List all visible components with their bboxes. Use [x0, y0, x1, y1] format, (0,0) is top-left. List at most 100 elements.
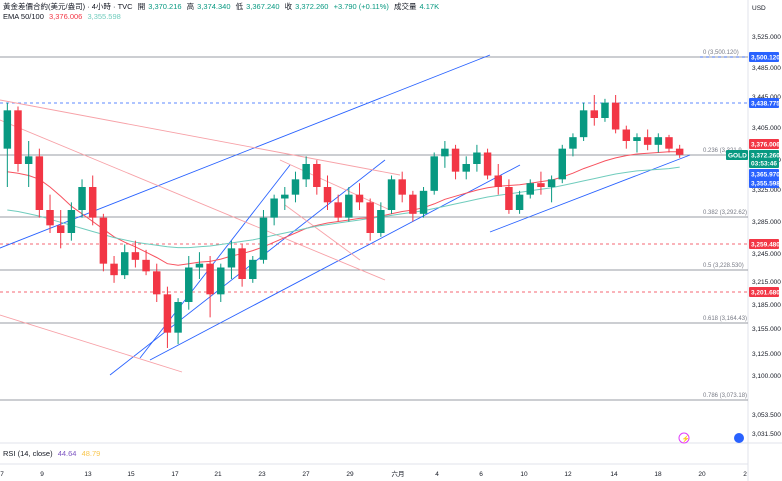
candle: [131, 240, 140, 268]
candle-body: [643, 137, 652, 145]
price-tag-bg: [726, 150, 748, 160]
fib-level-label: 0.618 (3,164.43): [703, 316, 747, 322]
price-tag-label: 03:53:46: [751, 161, 777, 168]
volume-value: 4.17K: [419, 2, 440, 11]
candle-body: [78, 187, 86, 210]
time-axis-label: 15: [127, 471, 135, 478]
price-axis-label: 3,053.500: [752, 412, 781, 419]
rsi-legend-row[interactable]: RSI (14, close) 44.64 48.79: [3, 449, 103, 459]
price-tag-bg: [749, 169, 779, 179]
time-axis-label: 9: [40, 471, 44, 478]
price-tag-label: 3,500.120: [751, 55, 780, 62]
candle: [451, 144, 460, 180]
time-axis-label: 7: [0, 471, 4, 478]
candle-body: [387, 179, 396, 210]
candle: [142, 249, 150, 276]
price-axis-label: 3,405.000: [752, 125, 781, 132]
candle-body: [217, 267, 225, 295]
red-trend-line: [0, 314, 183, 373]
candle: [56, 210, 65, 249]
candle: [675, 144, 684, 158]
candle: [569, 133, 577, 157]
candle: [483, 148, 492, 180]
price-tag: 3,500.120: [749, 52, 780, 62]
candle: [259, 210, 268, 264]
candle-body: [185, 267, 193, 302]
candle-body: [227, 248, 236, 268]
candle: [153, 263, 161, 302]
candle-body: [153, 271, 161, 295]
drawing-tools: 0 (3,500.120) 0.236 (3,321.9... 0.382 (3,2…: [0, 50, 748, 401]
candle-body: [675, 148, 684, 155]
candle-body: [430, 156, 438, 191]
trend-line: [109, 159, 386, 376]
rsi-value-1: 44.64: [57, 449, 77, 458]
price-tag-bg: [749, 139, 779, 149]
price-axis-label: 3,525.000: [752, 34, 781, 41]
fib-level-label: 0 (3,500.120): [703, 50, 739, 56]
candle-body: [195, 263, 204, 268]
price-tag-label: 3,365.970: [751, 172, 780, 179]
trend-line: [0, 54, 491, 249]
price-axis-label: 3,185.000: [752, 302, 781, 309]
candle-body: [355, 194, 364, 203]
close-label: 收: [284, 2, 293, 11]
price-tag-bg: [749, 150, 779, 160]
candle: [387, 175, 396, 214]
candle: [302, 156, 310, 187]
candle: [377, 202, 385, 237]
candle: [3, 102, 12, 187]
candle: [579, 102, 588, 141]
candle-body: [515, 194, 524, 210]
time-axis-label: 2: [743, 471, 747, 478]
candle: [366, 198, 374, 241]
symbol-title[interactable]: 黃金差價合約(美元/盎司) · 4小時 · TVC: [3, 2, 133, 11]
candle-body: [409, 194, 417, 214]
ema100-line: [7, 166, 680, 249]
candle: [238, 244, 246, 287]
candle: [622, 125, 631, 149]
candle: [601, 98, 609, 122]
time-axis-label: 14: [610, 471, 618, 478]
candle-body: [88, 187, 97, 218]
trend-line: [139, 164, 291, 359]
time-axis-label: 10: [520, 471, 528, 478]
open-value: 3,370.216: [148, 2, 182, 11]
candle: [515, 190, 524, 214]
price-axis-label: 3,485.000: [752, 65, 781, 72]
candle: [558, 144, 567, 184]
candle-body: [291, 179, 300, 195]
close-value: 3,372.260: [295, 2, 329, 11]
low-label: 低: [235, 2, 244, 11]
candle-body: [665, 137, 673, 149]
candle-body: [547, 179, 556, 187]
candle-body: [505, 187, 513, 210]
open-label: 開: [137, 2, 146, 11]
candle-body: [249, 259, 257, 279]
candle-body: [120, 252, 129, 276]
candle: [163, 286, 172, 348]
ema-legend-row[interactable]: EMA 50/100 3,376.006 3,355.598: [3, 12, 124, 22]
fib-level-label: 0.786 (3,073.18): [703, 393, 747, 399]
trend-line: [489, 154, 691, 233]
candle: [185, 256, 193, 310]
candle: [249, 256, 257, 283]
fib-level-label: 0.236 (3,321.9...: [703, 148, 747, 154]
candle-body: [131, 252, 140, 260]
time-axis-label: 17: [171, 471, 179, 478]
price-tag-bg: [749, 158, 779, 168]
volume-label: 成交量: [393, 2, 417, 11]
candle-body: [462, 164, 470, 172]
candle: [643, 129, 652, 151]
ema50-line: [7, 151, 680, 266]
price-tag-label: 3,438.775: [751, 101, 780, 108]
candle-body: [163, 294, 172, 333]
candle: [24, 141, 33, 187]
candle-body: [441, 148, 449, 157]
candle-body: [99, 217, 108, 264]
candle-body: [579, 110, 588, 138]
candle-body: [270, 198, 278, 218]
candle-body: [24, 156, 33, 164]
